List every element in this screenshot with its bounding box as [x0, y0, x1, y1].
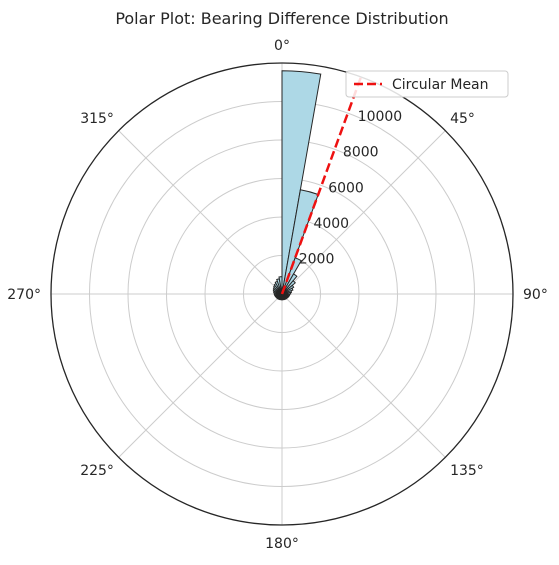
- angle-tick-label: 180°: [265, 536, 299, 552]
- polar-grid: [51, 63, 513, 525]
- angle-tick-label: 270°: [7, 287, 41, 303]
- radial-tick-label: 4000: [313, 216, 349, 232]
- legend-box: [345, 70, 509, 98]
- angular-grid-line: [281, 293, 446, 458]
- chart-title: Polar Plot: Bearing Difference Distribut…: [115, 9, 448, 28]
- angle-tick-label: 90°: [523, 287, 548, 303]
- angle-tick-label: 225°: [80, 463, 114, 479]
- radial-tick-labels: 2000 4000 6000 8000 10000: [299, 109, 402, 267]
- legend: Circular Mean: [345, 70, 509, 98]
- polar-spine: [50, 62, 514, 526]
- radial-tick-label: 6000: [328, 180, 364, 196]
- angle-tick-label: 45°: [450, 111, 475, 127]
- radial-tick-label: 2000: [299, 251, 335, 267]
- legend-label-circular-mean: Circular Mean: [392, 77, 489, 93]
- angular-grid-line: [281, 130, 446, 295]
- angle-tick-labels: 0° 45° 90° 135° 180° 225° 270° 315°: [7, 38, 548, 552]
- angle-tick-label: 0°: [274, 38, 290, 54]
- radial-tick-label: 10000: [358, 109, 403, 125]
- histogram-bar: [278, 276, 283, 295]
- angular-grid-line: [118, 130, 283, 295]
- angular-grid-line: [118, 293, 283, 458]
- angle-tick-label: 315°: [80, 111, 114, 127]
- angle-tick-label: 135°: [450, 463, 484, 479]
- radial-tick-label: 8000: [343, 145, 379, 161]
